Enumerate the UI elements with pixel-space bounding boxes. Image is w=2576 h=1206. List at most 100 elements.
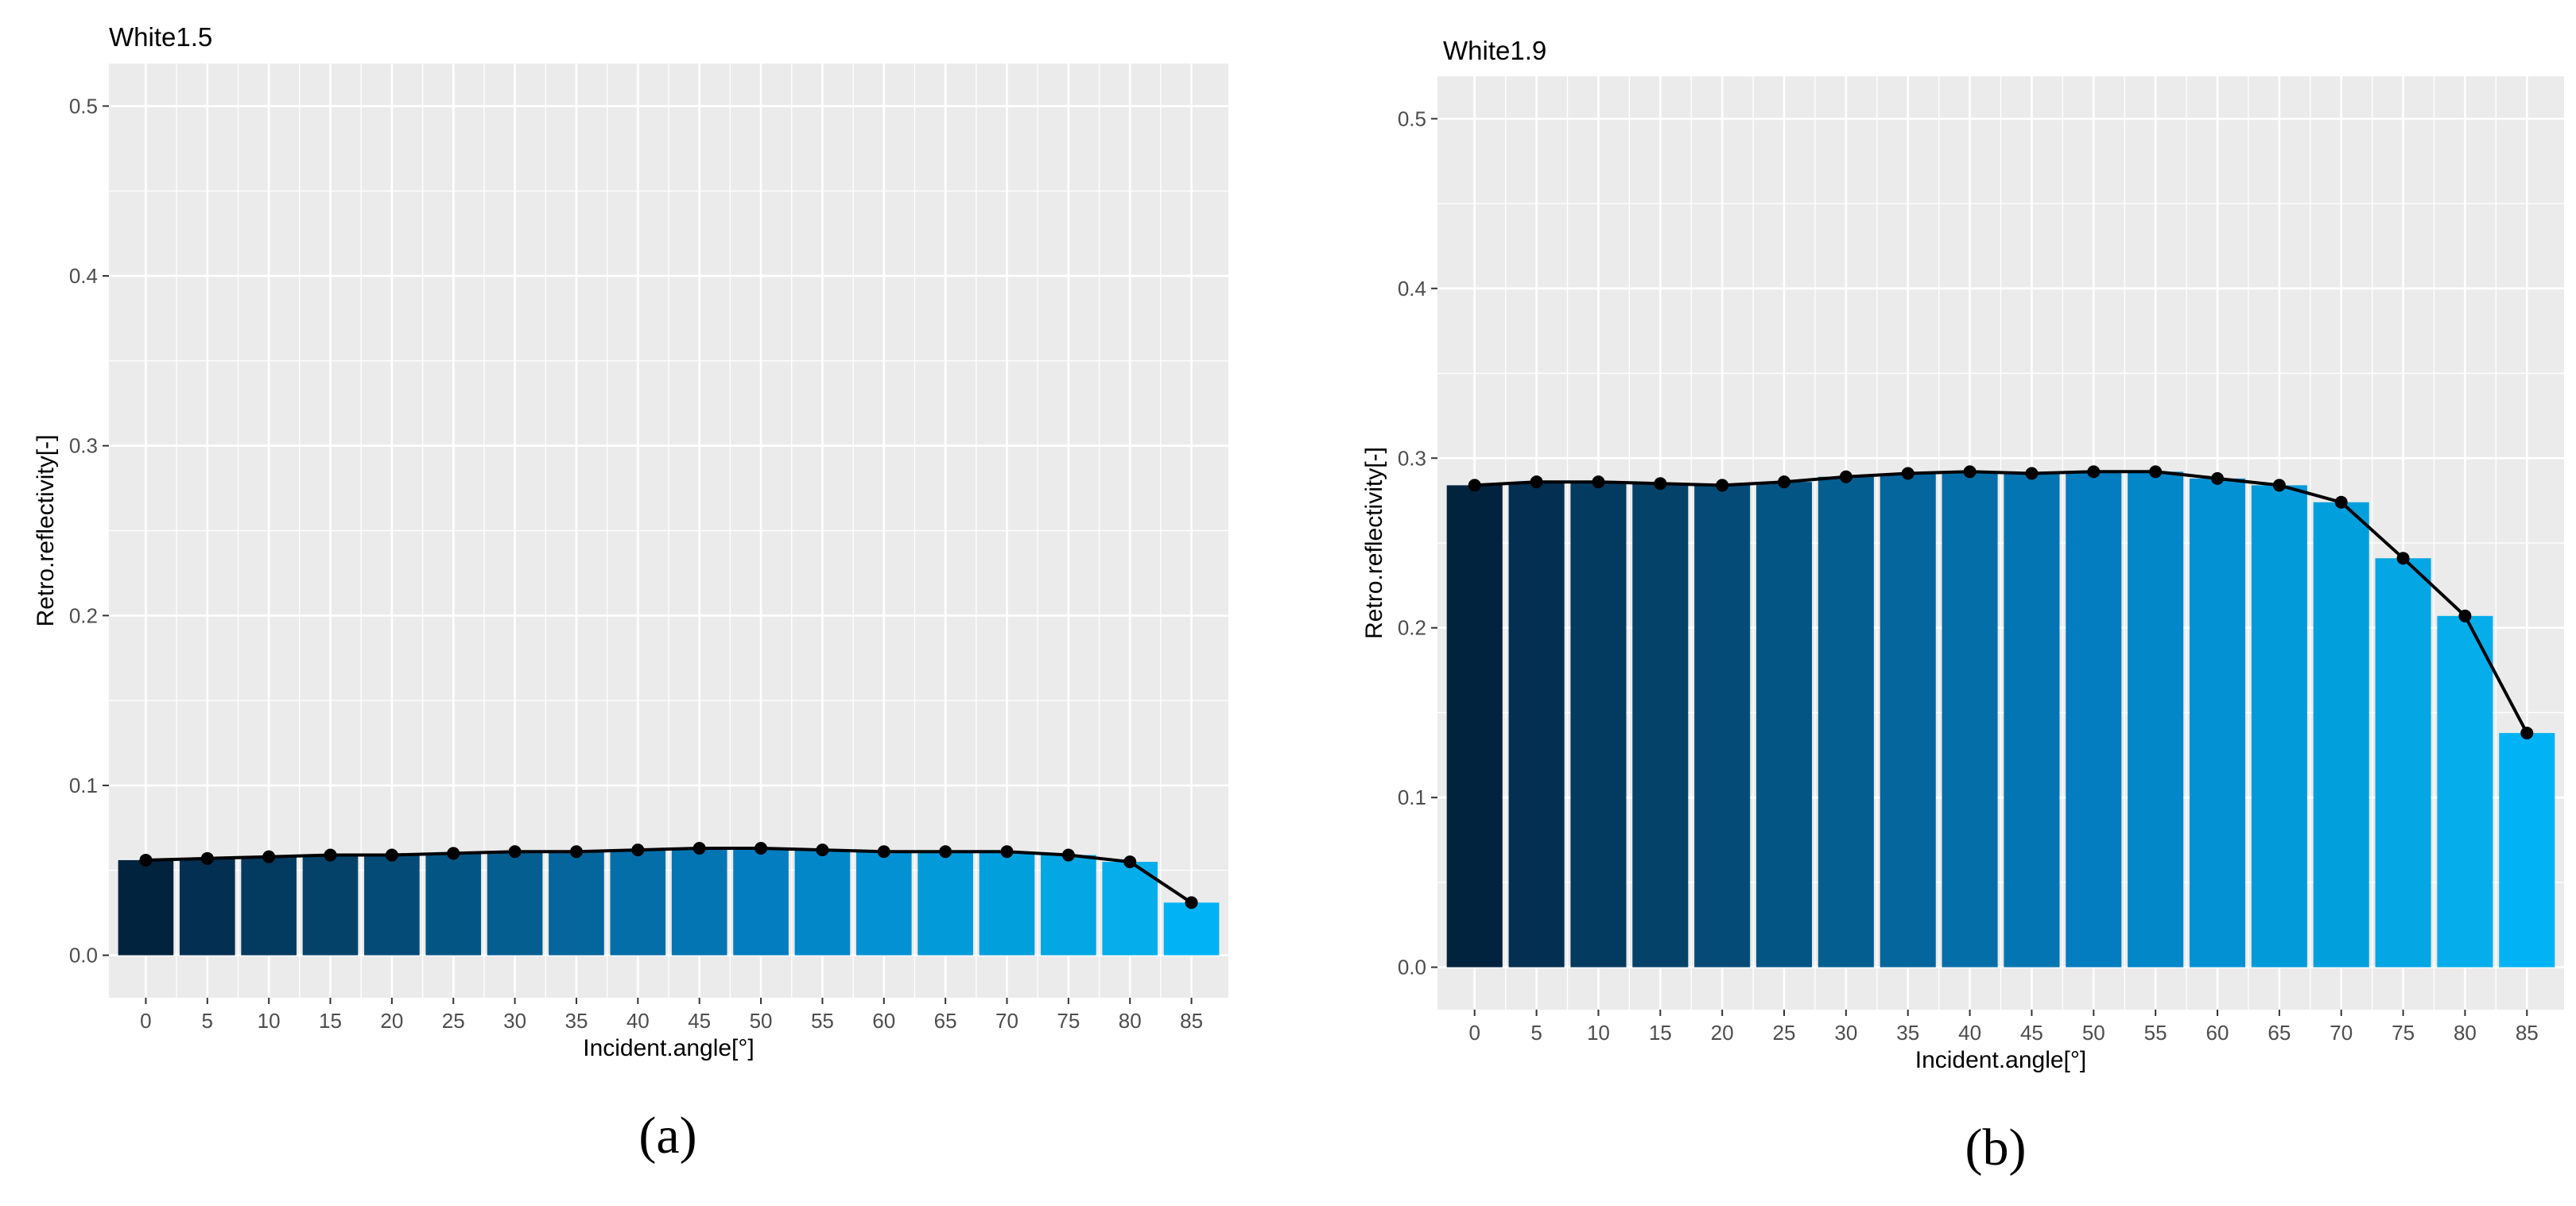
x-tick-label: 25 bbox=[1773, 1021, 1796, 1045]
x-tick-label: 0 bbox=[1468, 1021, 1480, 1045]
point-35 bbox=[569, 845, 583, 859]
bar-30 bbox=[1818, 476, 1874, 968]
x-tick-label: 50 bbox=[2082, 1021, 2105, 1045]
point-40 bbox=[1963, 465, 1977, 479]
x-tick-label: 60 bbox=[872, 1009, 895, 1033]
x-tick-label: 15 bbox=[319, 1009, 342, 1033]
point-85 bbox=[1185, 896, 1198, 909]
point-10 bbox=[1592, 475, 1605, 489]
bar-80 bbox=[1102, 862, 1158, 956]
point-35 bbox=[1901, 467, 1915, 480]
point-25 bbox=[447, 847, 460, 860]
chart-white-1-9: 0.0 0.1 0.2 0.3 0.4 0.5 0 5 10 15 20 25 30 35 40 45 50 55… bbox=[1361, 36, 2564, 1177]
x-axis-title: Incident.angle[°] bbox=[583, 1035, 754, 1061]
bar-60 bbox=[2189, 478, 2246, 968]
y-tick-label: 0.5 bbox=[69, 94, 98, 118]
x-tick-label: 10 bbox=[1587, 1021, 1610, 1045]
point-50 bbox=[755, 842, 768, 855]
x-tick-label: 35 bbox=[564, 1009, 588, 1033]
point-20 bbox=[1716, 479, 1729, 492]
chart-white-1-5: 0.0 0.1 0.2 0.3 0.4 0.5 0 5 10 15 20 25 30 35 40 45 50 55… bbox=[33, 22, 1228, 1165]
bar-70 bbox=[2313, 502, 2369, 968]
point-50 bbox=[2087, 465, 2101, 479]
point-5 bbox=[200, 851, 214, 865]
panel-label: (b) bbox=[1965, 1119, 2027, 1177]
x-tick-label: 40 bbox=[1958, 1021, 1981, 1045]
point-0 bbox=[1468, 479, 1481, 492]
x-tick-label: 55 bbox=[2144, 1021, 2167, 1045]
bar-5 bbox=[179, 858, 235, 956]
bar-10 bbox=[1570, 482, 1627, 968]
bar-30 bbox=[487, 851, 543, 956]
bar-80 bbox=[2437, 615, 2493, 968]
y-tick-label: 0.4 bbox=[1398, 277, 1426, 301]
point-55 bbox=[2149, 465, 2163, 479]
bar-40 bbox=[610, 850, 666, 956]
panel-label: (a) bbox=[638, 1107, 696, 1165]
x-tick-label: 70 bbox=[995, 1009, 1018, 1033]
x-tick-label: 65 bbox=[2268, 1021, 2291, 1045]
trend-line bbox=[1474, 470, 2529, 735]
point-65 bbox=[2272, 479, 2286, 492]
bar-60 bbox=[855, 851, 912, 956]
x-tick-label: 55 bbox=[811, 1009, 834, 1033]
x-tick-label: 45 bbox=[2020, 1021, 2043, 1045]
point-0 bbox=[139, 853, 153, 867]
x-tick-label: 80 bbox=[1119, 1009, 1142, 1033]
point-25 bbox=[1778, 475, 1790, 489]
point-10 bbox=[262, 850, 276, 863]
x-tick-label: 25 bbox=[442, 1009, 465, 1033]
bar-25 bbox=[425, 853, 482, 956]
bar-15 bbox=[1632, 483, 1689, 968]
point-5 bbox=[1530, 475, 1543, 489]
bar-35 bbox=[549, 851, 604, 956]
y-tick-label: 0.5 bbox=[1398, 107, 1426, 130]
point-80 bbox=[2458, 609, 2472, 622]
x-tick-label: 50 bbox=[750, 1009, 773, 1033]
point-30 bbox=[508, 845, 522, 859]
bar-50 bbox=[733, 848, 789, 956]
bar-75 bbox=[1041, 855, 1096, 956]
bar-85 bbox=[1163, 902, 1220, 956]
trend-line bbox=[145, 847, 1193, 905]
bar-0 bbox=[118, 859, 174, 956]
x-tick-label: 80 bbox=[2454, 1021, 2477, 1045]
x-tick-label: 35 bbox=[1896, 1021, 1919, 1045]
y-axis-title: Retro.reflectivity[-] bbox=[1361, 447, 1387, 639]
x-tick-label: 15 bbox=[1649, 1021, 1672, 1045]
bar-45 bbox=[671, 848, 727, 956]
x-tick-label: 20 bbox=[380, 1009, 403, 1033]
point-85 bbox=[2520, 727, 2534, 740]
x-tick-label: 5 bbox=[202, 1009, 213, 1033]
bar-20 bbox=[1694, 485, 1751, 968]
x-tick-label: 75 bbox=[2392, 1021, 2415, 1045]
point-60 bbox=[2211, 471, 2224, 485]
x-axis-title: Incident.angle[°] bbox=[1915, 1047, 2086, 1073]
bar-45 bbox=[2004, 473, 2060, 968]
bar-65 bbox=[918, 851, 973, 956]
point-75 bbox=[1061, 848, 1075, 862]
x-tick-label: 0 bbox=[140, 1009, 151, 1033]
x-tick-label: 70 bbox=[2330, 1021, 2353, 1045]
y-tick-label: 0.3 bbox=[69, 434, 98, 458]
chart-title: White1.5 bbox=[109, 22, 212, 52]
y-tick-label: 0.0 bbox=[69, 944, 98, 968]
bar-70 bbox=[979, 851, 1035, 956]
bar-25 bbox=[1755, 482, 1813, 968]
bar-40 bbox=[1942, 471, 1998, 968]
point-60 bbox=[877, 845, 890, 859]
y-tick-label: 0.2 bbox=[1398, 616, 1426, 640]
bar-5 bbox=[1508, 482, 1565, 968]
point-70 bbox=[2334, 495, 2348, 509]
point-45 bbox=[692, 842, 706, 855]
x-tick-label: 30 bbox=[1834, 1021, 1857, 1045]
bar-75 bbox=[2375, 558, 2431, 968]
point-55 bbox=[816, 843, 829, 857]
x-tick-label: 60 bbox=[2206, 1021, 2229, 1045]
x-tick-label: 30 bbox=[503, 1009, 526, 1033]
bar-50 bbox=[2066, 471, 2122, 968]
point-45 bbox=[2025, 467, 2039, 480]
bar-85 bbox=[2499, 733, 2555, 968]
point-15 bbox=[324, 848, 337, 862]
